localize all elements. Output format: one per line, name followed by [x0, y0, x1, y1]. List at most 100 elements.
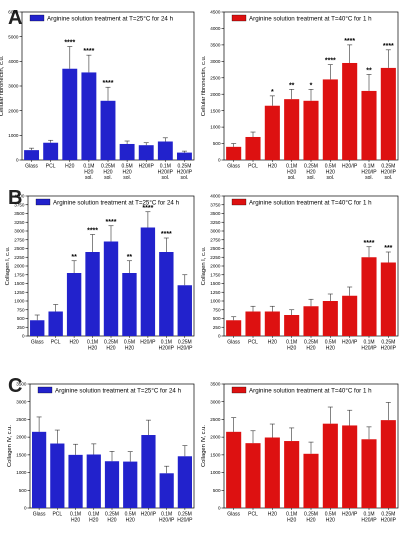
category-label: Glass [25, 164, 38, 170]
bar [226, 146, 242, 160]
y-tick-label: 3250 [14, 220, 25, 225]
category-label-line: 0.25M [177, 164, 191, 170]
y-tick-label: 1000 [14, 299, 25, 304]
category-label-line: Glass [25, 164, 38, 170]
category-label: H20/IP [140, 340, 156, 346]
category-label: 0.1M H20/IP sol. [361, 164, 377, 182]
category-label: H20/IP [342, 512, 358, 518]
legend-swatch [35, 198, 51, 206]
y-tick-label: 2000 [210, 92, 221, 97]
category-label-line: 0.1M [161, 512, 172, 518]
y-tick-label: 2000 [8, 108, 19, 113]
significance-label: **** [344, 38, 355, 45]
category-label: Glass [33, 512, 46, 518]
bar [43, 142, 59, 160]
category-label-line: 0.1M [88, 512, 99, 518]
y-tick-label: 0 [24, 506, 27, 511]
bar [226, 320, 242, 336]
y-axis-label: Cellular fibronectin, c.u. [201, 55, 207, 116]
significance-label: **** [161, 231, 172, 238]
category-label-line: H20 [326, 169, 335, 175]
category-label-line: H20/IP [361, 345, 377, 351]
category-label: H20 [65, 164, 74, 170]
y-tick-label: 1500 [16, 452, 27, 457]
y-tick-label: 2250 [14, 255, 25, 260]
bar [123, 461, 138, 508]
category-label-line: 0.25M [101, 164, 115, 170]
significance-label: ** [127, 254, 133, 261]
category-label-line: 0.1M [70, 512, 81, 518]
legend-label: Arginine solution treatment at T=25°C fo… [55, 387, 182, 394]
category-label-line: H20/IP [342, 512, 358, 518]
y-tick-label: 3500 [210, 42, 221, 47]
y-tick-label: 0 [16, 158, 19, 163]
y-tick-label: 3000 [210, 59, 221, 64]
bar [30, 320, 45, 336]
legend-label: Arginine solution treatment at T=40°C fo… [249, 387, 372, 394]
y-tick-label: 4000 [210, 194, 221, 199]
bar [380, 262, 396, 336]
category-label-line: H20 [103, 169, 112, 175]
bar [342, 425, 358, 508]
category-label-line: H20 [287, 345, 296, 351]
y-tick-label: 750 [213, 307, 221, 312]
category-label-line: 0.1M [286, 340, 297, 346]
category-label-line: H20 [268, 164, 277, 170]
y-tick-label: 3750 [14, 202, 25, 207]
category-label-line: sol. [307, 175, 315, 181]
bar [361, 90, 377, 160]
category-label-line: H20 [306, 345, 315, 351]
category-label-line: H20 [106, 345, 115, 351]
chart-4: 0 250 500 750 1000 1250 1500 1750 2000 2250 2500 27… [201, 194, 399, 351]
category-label: 0.25M H20/IP [177, 512, 193, 524]
significance-label: ** [366, 67, 372, 74]
category-label-line: Glass [227, 340, 240, 346]
y-tick-label: 1750 [14, 272, 25, 277]
y-axis-label: Collagen I, c.u. [201, 246, 207, 285]
y-tick-label: 2000 [210, 264, 221, 269]
bar [322, 301, 338, 336]
bar [24, 150, 40, 160]
category-label-line: 0.5M [124, 340, 135, 346]
y-tick-label: 500 [19, 488, 27, 493]
category-label-line: PCL [51, 340, 61, 346]
y-tick-label: 2500 [16, 417, 27, 422]
y-tick-label: 3000 [210, 399, 221, 404]
category-label-line: H20/IP [361, 169, 377, 175]
category-label-line: H20/IP [177, 345, 193, 351]
y-tick-label: 2500 [210, 75, 221, 80]
bar [81, 72, 97, 160]
category-label-line: PCL [248, 340, 258, 346]
y-tick-label: 1750 [210, 272, 221, 277]
category-label: 0.25M H20 [104, 340, 118, 352]
significance-label: ** [289, 82, 295, 89]
panel-label-a: A [8, 7, 22, 29]
category-label: 0.1M H20/IP sol. [158, 164, 174, 182]
category-label: 0.1M H20/IP [159, 512, 175, 524]
category-label-line: 0.5M [325, 164, 336, 170]
y-tick-label: 250 [213, 325, 221, 330]
category-label-line: H20/IP [159, 517, 175, 523]
category-label-line: 0.25M [381, 164, 395, 170]
category-label: H20 [268, 164, 277, 170]
category-label-line: H20 [326, 345, 335, 351]
bar [245, 443, 261, 508]
category-label: H20 [268, 512, 277, 518]
y-tick-label: 3500 [210, 382, 221, 387]
y-tick-label: 2250 [210, 255, 221, 260]
category-label-line: 0.5M [325, 340, 336, 346]
category-label: 0.25M H20 [304, 512, 318, 524]
legend-swatch [37, 386, 53, 394]
bar [157, 141, 173, 160]
category-label-line: sol. [384, 175, 392, 181]
bar [159, 252, 174, 336]
y-tick-label: 0 [218, 158, 221, 163]
bar [177, 456, 192, 508]
bar [66, 273, 82, 336]
category-label: 0.5M H20 [125, 512, 136, 524]
y-tick-label: 1500 [210, 452, 221, 457]
bar [303, 453, 319, 508]
category-label-line: H20 [84, 169, 93, 175]
category-label-line: H20 [268, 512, 277, 518]
